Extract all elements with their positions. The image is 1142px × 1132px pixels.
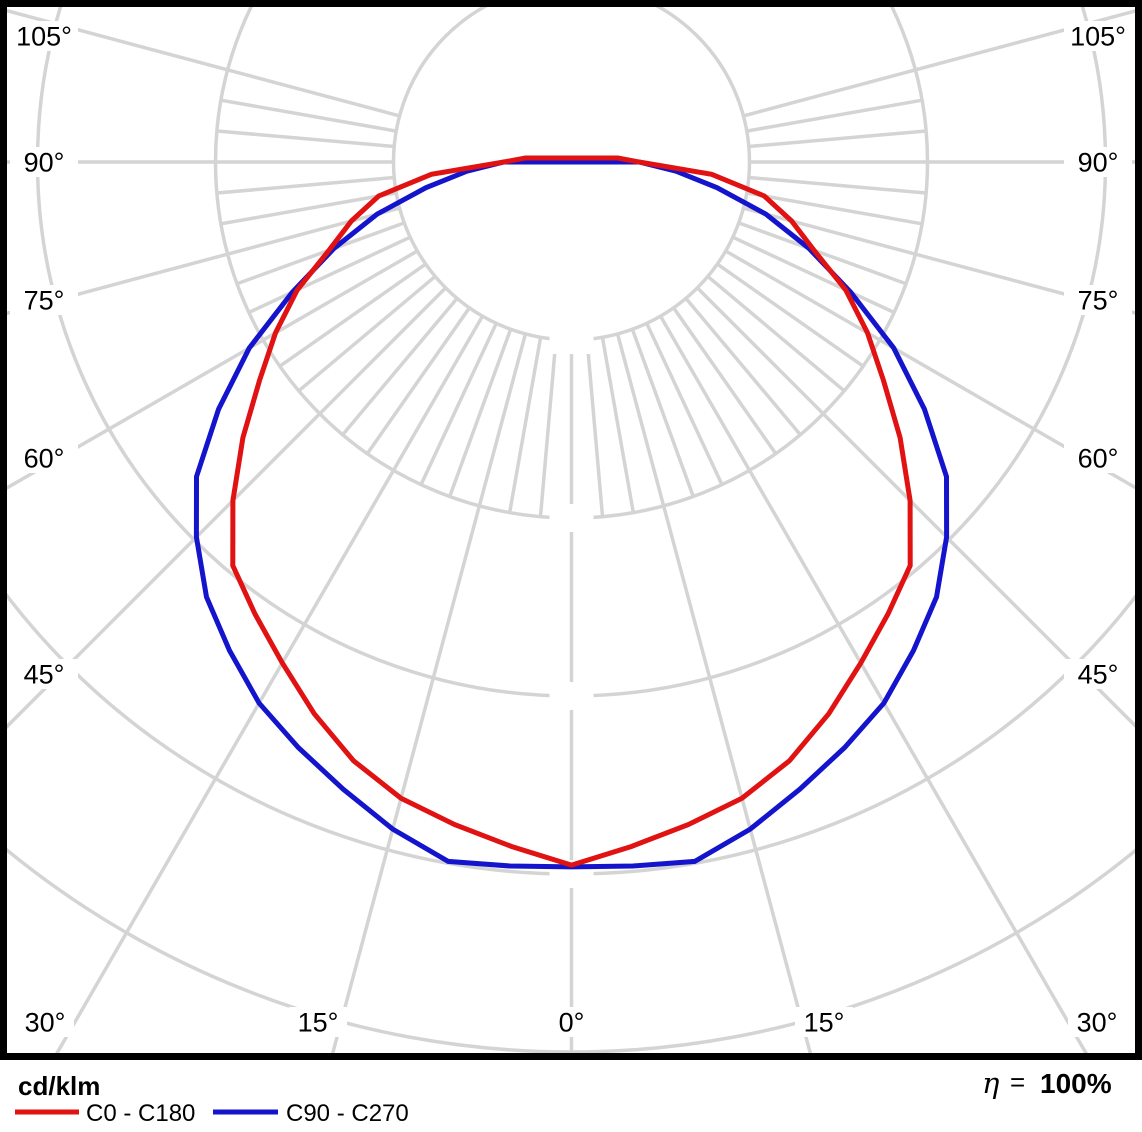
- grid-spoke-85: [216, 175, 395, 195]
- grid-spoke-65: [732, 235, 895, 315]
- grid-spoke-5: [538, 339, 558, 517]
- grid-ray-15-left: [615, 333, 813, 1053]
- grid-ray-30-left: [658, 315, 1088, 1053]
- intensity-curves: [193, 155, 950, 870]
- ring-value-gap-3: [549, 682, 594, 710]
- ring-value-gap-1: [549, 326, 594, 354]
- efficiency-value: 100%: [1040, 1068, 1112, 1099]
- angle-label-bg: [16, 1007, 74, 1037]
- grid-spoke-95: [216, 129, 395, 149]
- grid-spoke-20: [448, 328, 513, 498]
- angle-label: 75°: [24, 286, 65, 316]
- angle-label: 90°: [24, 148, 65, 178]
- angle-label-bg: [1064, 147, 1132, 177]
- grid-spoke-10: [507, 336, 543, 513]
- legend-label-c0-c180: C0 - C180: [86, 1100, 195, 1127]
- angle-label-bg: [10, 659, 78, 689]
- grid-spoke-70: [738, 221, 907, 286]
- angle-label-bg: [1064, 21, 1132, 51]
- legend-label-c90-c270: C90 - C270: [286, 1100, 409, 1127]
- angle-label-bg: [289, 1007, 347, 1037]
- diagram-frame: [0, 0, 1142, 1060]
- grid-spoke-100: [220, 98, 397, 133]
- angle-label: 90°: [1078, 148, 1119, 178]
- grid-spoke-20: [630, 328, 695, 498]
- grid-ray-30-right: [55, 315, 485, 1053]
- grid-spoke-80: [746, 191, 923, 226]
- angle-label-bg: [1064, 443, 1132, 473]
- grid-spoke-50: [706, 275, 846, 393]
- angle-label: 0°: [559, 1008, 585, 1038]
- angle-labels: 105° 90° 75° 60° 45° 105° 90° 75° 60° 45° 30° 15° 0°…: [10, 21, 1132, 1038]
- grid-ray-60-right: [7, 249, 419, 490]
- efficiency-symbol: η: [982, 1066, 1000, 1100]
- angle-label-bg: [1064, 659, 1132, 689]
- grid-ray-75-right: [7, 206, 401, 316]
- grid-spoke-95: [748, 129, 927, 149]
- grid-spoke-40: [684, 297, 802, 436]
- grid-ray-105-left: [742, 9, 1135, 118]
- angle-label: 105°: [16, 22, 72, 52]
- angle-label: 45°: [1078, 660, 1119, 690]
- angle-label: 60°: [24, 444, 65, 474]
- grid-spoke-5: [585, 339, 605, 517]
- angle-label: 105°: [1070, 22, 1126, 52]
- grid-spoke-85: [748, 175, 927, 195]
- grid-spoke-100: [746, 98, 923, 133]
- unit-label: cd/klm: [18, 1071, 100, 1101]
- angle-label-bg: [795, 1007, 853, 1037]
- grid-spoke-70: [236, 221, 405, 286]
- grid-ray-45-right: [7, 286, 447, 729]
- angle-label-bg: [10, 21, 78, 51]
- grid-spoke-25: [419, 322, 498, 486]
- angle-label: 45°: [24, 660, 65, 690]
- angle-label-bg: [1064, 285, 1132, 315]
- angle-label-bg: [1068, 1007, 1126, 1037]
- angle-label: 15°: [804, 1008, 845, 1038]
- grid-spoke-80: [220, 191, 397, 226]
- grid-spoke-55: [716, 262, 865, 368]
- ring-value-gap-2: [549, 504, 594, 532]
- angle-label-bg: [10, 285, 78, 315]
- grid-ray-45-left: [696, 286, 1135, 728]
- grid-spoke-25: [645, 322, 724, 486]
- angle-label-bg: [542, 1007, 601, 1037]
- grid-spoke-10: [600, 336, 636, 513]
- efficiency-equals: =: [1010, 1067, 1025, 1097]
- grid-spoke-50: [297, 275, 437, 393]
- angle-label: 75°: [1078, 286, 1119, 316]
- grid-spoke-35: [672, 306, 778, 455]
- grid-ray-105-right: [7, 8, 401, 118]
- grid-spoke-55: [278, 262, 427, 368]
- curve-c90-c270: [193, 159, 950, 870]
- angle-label-bg: [10, 443, 78, 473]
- angle-label: 30°: [25, 1008, 66, 1038]
- grid-spoke-35: [365, 306, 471, 455]
- angle-label: 15°: [298, 1008, 339, 1038]
- angle-label: 60°: [1078, 444, 1119, 474]
- grid-ray-60-left: [724, 249, 1135, 490]
- grid-spoke-40: [341, 297, 459, 436]
- angle-label-bg: [10, 147, 78, 177]
- grid-ray-15-right: [330, 333, 528, 1053]
- grid-ray-75-left: [742, 206, 1135, 315]
- grid-spoke-65: [248, 235, 411, 315]
- angle-label: 30°: [1077, 1008, 1118, 1038]
- curve-c0-c180: [230, 155, 913, 868]
